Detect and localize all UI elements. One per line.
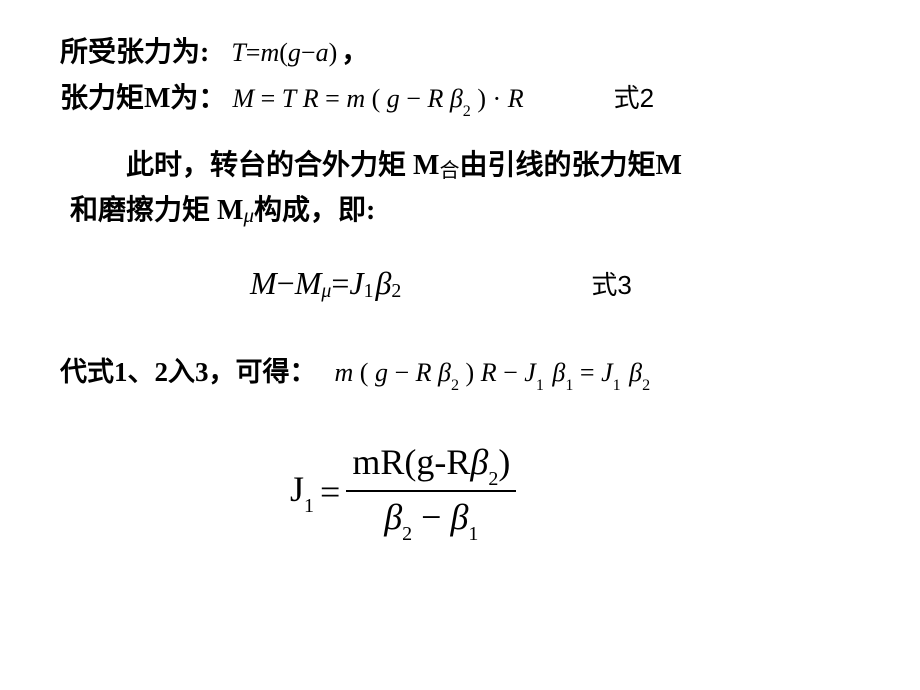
para-l2a: 和磨擦力矩 M bbox=[70, 191, 243, 232]
equation-result: J1 = mR(g-Rβ2) β2 − β1 bbox=[60, 441, 870, 543]
eq-eq: = bbox=[246, 38, 261, 68]
eq2-label: 式2 bbox=[614, 78, 654, 115]
eq-comma: ， bbox=[341, 30, 369, 70]
eq-minus: − bbox=[301, 38, 316, 68]
para-l2b: 构成，即: bbox=[254, 191, 375, 232]
slide-page: 所受张力为: T = m ( g − a ) ， 张力矩M为： M = T R … bbox=[0, 0, 920, 690]
line-tension: 所受张力为: T = m ( g − a ) ， bbox=[60, 30, 870, 70]
eq-a: a bbox=[316, 38, 329, 68]
line-torque: 张力矩M为： M = T R = m ( g − R β2 ) · R 式2 bbox=[60, 76, 870, 118]
eq-open: ( bbox=[279, 38, 288, 68]
line2-prefix: 张力矩M为： bbox=[60, 76, 226, 116]
line1-prefix: 所受张力为: bbox=[60, 30, 209, 70]
eq-close: ) bbox=[329, 38, 338, 68]
para-sub-mu: μ bbox=[243, 200, 254, 230]
eq-m: m bbox=[260, 38, 279, 68]
para-l1b: 由引线的张力矩M bbox=[459, 146, 681, 187]
eq3-label: 式3 bbox=[591, 265, 631, 302]
eq2-M: M bbox=[232, 84, 254, 113]
fraction: mR(g-Rβ2) β2 − β1 bbox=[346, 441, 516, 543]
para-l1a: 此时，转台的合外力矩 M bbox=[126, 146, 439, 187]
line4-prefix: 代式1、2入3，可得： bbox=[60, 350, 317, 389]
paragraph-net-torque: 此时，转台的合外力矩 M 合 由引线的张力矩M 和磨擦力矩 M μ 构成，即: bbox=[60, 146, 870, 231]
eq-g: g bbox=[288, 38, 301, 68]
eq-T: T bbox=[231, 38, 245, 68]
equation-3: M − M μ = J1 β2 式3 bbox=[60, 265, 870, 302]
line-substitute: 代式1、2入3，可得： m ( g − R β2 ) R − J1 β1 = J… bbox=[60, 350, 870, 392]
para-sub-he: 合 bbox=[439, 157, 459, 186]
